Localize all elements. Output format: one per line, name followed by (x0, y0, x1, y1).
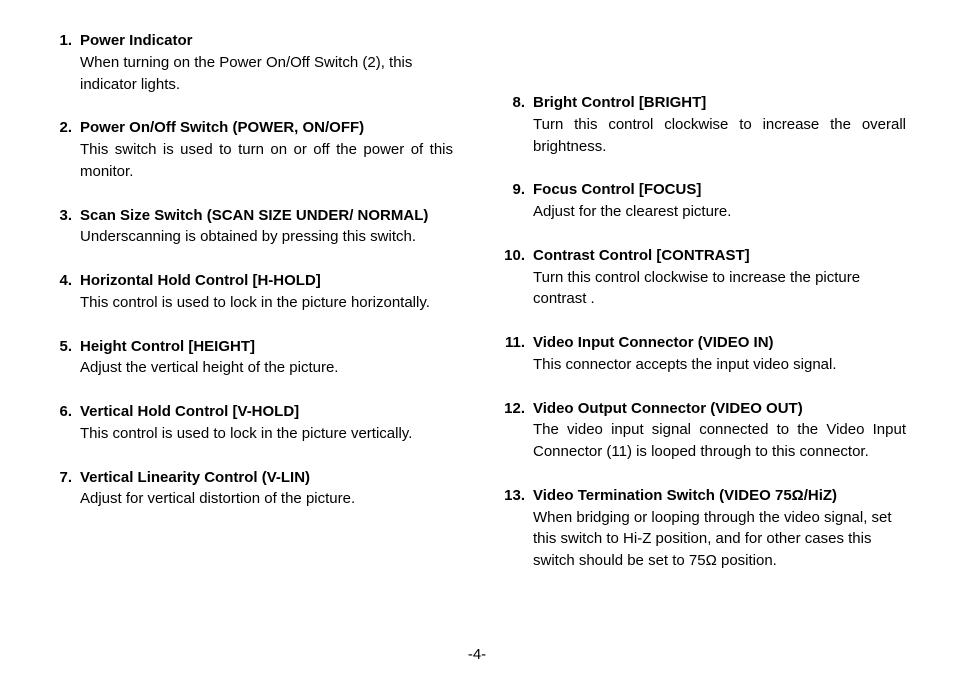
item-body: Power On/Off Switch (POWER, ON/OFF) This… (80, 117, 453, 182)
page-content: 1. Power Indicator When turning on the P… (0, 0, 954, 594)
item-body: Video Output Connector (VIDEO OUT) The v… (533, 398, 906, 463)
item-number: 4. (48, 270, 80, 314)
item-number: 7. (48, 467, 80, 511)
list-item: 9. Focus Control [FOCUS] Adjust for the … (501, 179, 906, 223)
right-column: 8. Bright Control [BRIGHT] Turn this con… (501, 30, 906, 594)
list-item: 12. Video Output Connector (VIDEO OUT) T… (501, 398, 906, 463)
item-desc: Turn this control clockwise to increase … (533, 114, 906, 158)
item-title: Vertical Linearity Control (V-LIN) (80, 467, 453, 489)
item-number: 2. (48, 117, 80, 182)
item-body: Horizontal Hold Control [H-HOLD] This co… (80, 270, 453, 314)
item-number: 13. (501, 485, 533, 572)
item-number: 6. (48, 401, 80, 445)
list-item: 6. Vertical Hold Control [V-HOLD] This c… (48, 401, 453, 445)
item-body: Video Input Connector (VIDEO IN) This co… (533, 332, 906, 376)
item-title: Video Termination Switch (VIDEO 75Ω/HiZ) (533, 485, 906, 507)
list-item: 13. Video Termination Switch (VIDEO 75Ω/… (501, 485, 906, 572)
item-body: Bright Control [BRIGHT] Turn this contro… (533, 92, 906, 157)
item-title: Vertical Hold Control [V-HOLD] (80, 401, 453, 423)
list-item: 7. Vertical Linearity Control (V-LIN) Ad… (48, 467, 453, 511)
item-desc: This control is used to lock in the pict… (80, 423, 453, 445)
item-desc: When turning on the Power On/Off Switch … (80, 52, 453, 96)
item-desc: Turn this control clockwise to increase … (533, 267, 906, 311)
list-item: 1. Power Indicator When turning on the P… (48, 30, 453, 95)
list-item: 3. Scan Size Switch (SCAN SIZE UNDER/ NO… (48, 205, 453, 249)
item-title: Power Indicator (80, 30, 453, 52)
item-number: 8. (501, 92, 533, 157)
item-desc: Adjust for the clearest picture. (533, 201, 906, 223)
item-title: Bright Control [BRIGHT] (533, 92, 906, 114)
item-number: 5. (48, 336, 80, 380)
item-desc: This control is used to lock in the pict… (80, 292, 453, 314)
list-item: 5. Height Control [HEIGHT] Adjust the ve… (48, 336, 453, 380)
item-number: 10. (501, 245, 533, 310)
list-item: 8. Bright Control [BRIGHT] Turn this con… (501, 92, 906, 157)
page-number: -4- (0, 646, 954, 663)
item-title: Contrast Control [CONTRAST] (533, 245, 906, 267)
list-item: 11. Video Input Connector (VIDEO IN) Thi… (501, 332, 906, 376)
list-item: 4. Horizontal Hold Control [H-HOLD] This… (48, 270, 453, 314)
item-title: Video Input Connector (VIDEO IN) (533, 332, 906, 354)
item-desc: Adjust the vertical height of the pictur… (80, 357, 453, 379)
item-body: Vertical Linearity Control (V-LIN) Adjus… (80, 467, 453, 511)
item-title: Horizontal Hold Control [H-HOLD] (80, 270, 453, 292)
item-body: Focus Control [FOCUS] Adjust for the cle… (533, 179, 906, 223)
left-column: 1. Power Indicator When turning on the P… (48, 30, 453, 594)
item-title: Video Output Connector (VIDEO OUT) (533, 398, 906, 420)
item-body: Video Termination Switch (VIDEO 75Ω/HiZ)… (533, 485, 906, 572)
item-desc: When bridging or looping through the vid… (533, 507, 906, 572)
item-desc: Underscanning is obtained by pressing th… (80, 226, 453, 248)
item-number: 12. (501, 398, 533, 463)
item-number: 1. (48, 30, 80, 95)
item-desc: This switch is used to turn on or off th… (80, 139, 453, 183)
item-body: Vertical Hold Control [V-HOLD] This cont… (80, 401, 453, 445)
item-number: 3. (48, 205, 80, 249)
item-body: Contrast Control [CONTRAST] Turn this co… (533, 245, 906, 310)
list-item: 2. Power On/Off Switch (POWER, ON/OFF) T… (48, 117, 453, 182)
item-title: Power On/Off Switch (POWER, ON/OFF) (80, 117, 453, 139)
item-desc: Adjust for vertical distortion of the pi… (80, 488, 453, 510)
item-number: 9. (501, 179, 533, 223)
list-item: 10. Contrast Control [CONTRAST] Turn thi… (501, 245, 906, 310)
item-desc: This connector accepts the input video s… (533, 354, 906, 376)
item-title: Height Control [HEIGHT] (80, 336, 453, 358)
item-title: Scan Size Switch (SCAN SIZE UNDER/ NORMA… (80, 205, 453, 227)
item-desc: The video input signal connected to the … (533, 419, 906, 463)
item-number: 11. (501, 332, 533, 376)
item-body: Height Control [HEIGHT] Adjust the verti… (80, 336, 453, 380)
item-body: Scan Size Switch (SCAN SIZE UNDER/ NORMA… (80, 205, 453, 249)
item-title: Focus Control [FOCUS] (533, 179, 906, 201)
item-body: Power Indicator When turning on the Powe… (80, 30, 453, 95)
